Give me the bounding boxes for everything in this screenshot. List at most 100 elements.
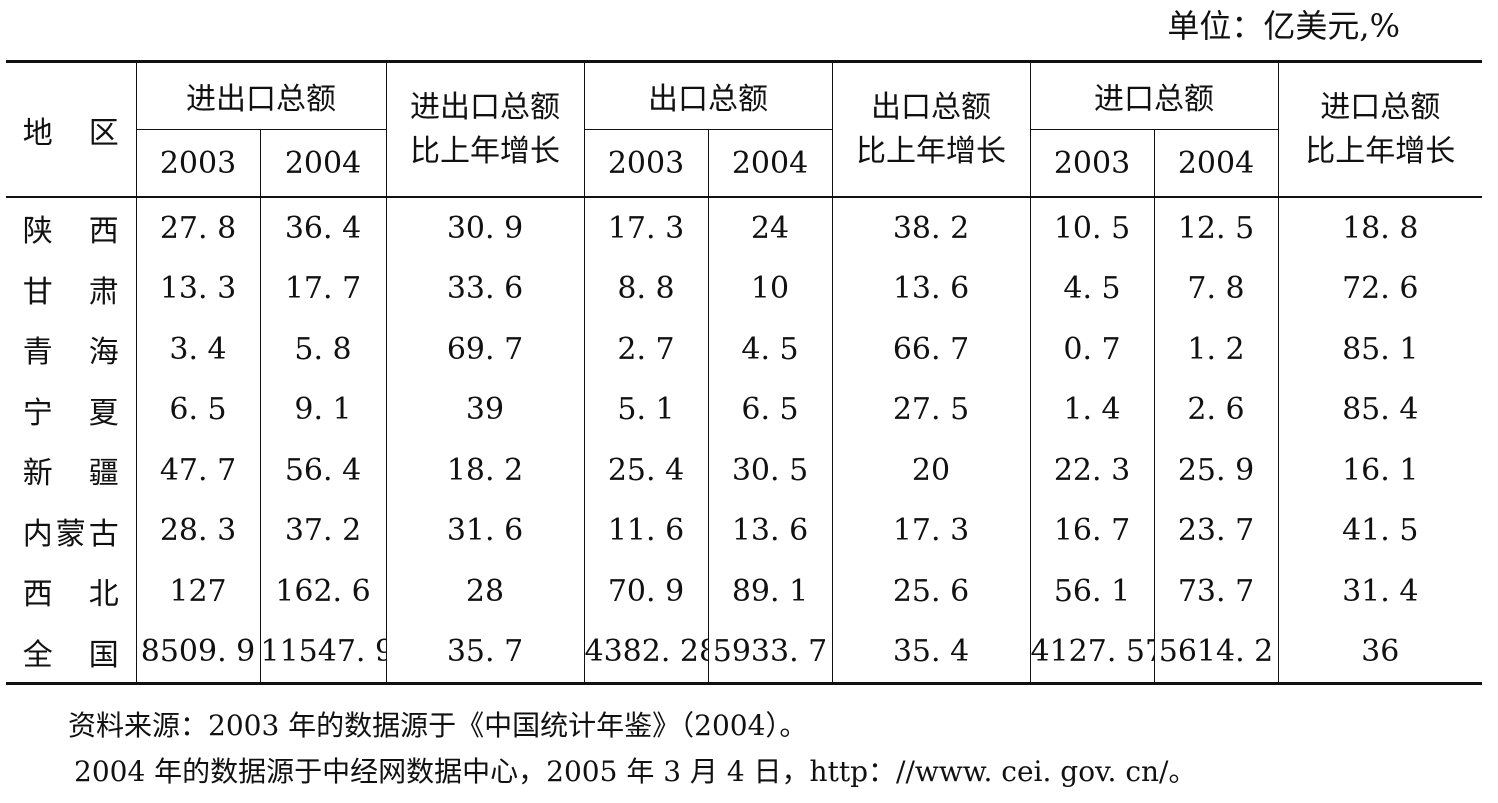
region-cell: 陕 西 (22, 214, 119, 250)
export-growth-cell: 38. 2 (831, 197, 1030, 259)
trade-2003-cell: 47. 7 (135, 440, 260, 501)
header-import-2003: 2003 (1029, 129, 1154, 198)
trade-2003-cell: 127 (135, 561, 260, 622)
table-row: 新 疆 47. 7 56. 4 18. 2 25. 4 30. 5 20 22.… (6, 440, 1482, 501)
export-2004-cell: 13. 6 (707, 500, 832, 561)
import-2003-cell: 4. 5 (1029, 258, 1154, 319)
header-export-2003: 2003 (583, 129, 708, 198)
header-import-2004: 2004 (1153, 129, 1278, 198)
import-2004-cell: 2. 6 (1153, 379, 1278, 440)
import-2003-cell: 0. 7 (1029, 319, 1154, 380)
region-cell: 甘 肃 (22, 274, 119, 310)
header-import: 进口总额 (1029, 60, 1278, 130)
import-growth-cell: 31. 4 (1277, 561, 1482, 622)
trade-growth-cell: 30. 9 (385, 197, 584, 259)
export-growth-cell: 20 (831, 440, 1030, 501)
region-cell: 新 疆 (22, 456, 119, 492)
import-2003-cell: 16. 7 (1029, 500, 1154, 561)
export-growth-cell: 66. 7 (831, 319, 1030, 380)
import-2004-cell: 23. 7 (1153, 500, 1278, 561)
header-trade-2003: 2003 (135, 129, 260, 198)
import-growth-cell: 85. 4 (1277, 379, 1482, 440)
trade-2003-cell: 6. 5 (135, 379, 260, 440)
export-2004-cell: 6. 5 (707, 379, 832, 440)
export-2003-cell: 11. 6 (583, 500, 708, 561)
import-2003-cell: 4127. 57 (1029, 621, 1154, 685)
import-growth-cell: 72. 6 (1277, 258, 1482, 319)
trade-2003-cell: 13. 3 (135, 258, 260, 319)
trade-2004-cell: 36. 4 (259, 197, 386, 259)
trade-growth-cell: 39 (385, 379, 584, 440)
import-2004-cell: 25. 9 (1153, 440, 1278, 501)
header-export-growth: 出口总额 比上年增长 (831, 60, 1030, 198)
trade-growth-cell: 33. 6 (385, 258, 584, 319)
region-cell: 内蒙古 (22, 516, 119, 552)
export-2003-cell: 25. 4 (583, 440, 708, 501)
trade-2003-cell: 28. 3 (135, 500, 260, 561)
table-row: 全 国 8509. 9 11547. 9 35. 7 4382. 28 5933… (6, 621, 1482, 685)
export-2004-cell: 10 (707, 258, 832, 319)
table-row: 内蒙古 28. 3 37. 2 31. 6 11. 6 13. 6 17. 3 … (6, 500, 1482, 561)
trade-2004-cell: 56. 4 (259, 440, 386, 501)
export-2004-cell: 4. 5 (707, 319, 832, 380)
export-growth-cell: 13. 6 (831, 258, 1030, 319)
source-note-line-2: 2004 年的数据源于中经网数据中心，2005 年 3 月 4 日，http：/… (74, 755, 1197, 788)
export-2003-cell: 2. 7 (583, 319, 708, 380)
trade-growth-cell: 31. 6 (385, 500, 584, 561)
export-growth-cell: 17. 3 (831, 500, 1030, 561)
header-total-trade: 进出口总额 (135, 60, 386, 130)
header-region: 地 区 (6, 60, 136, 198)
trade-table: 地 区 进出口总额 进出口总额 比上年增长 出口总额 出口总额 比上年增长 进口… (6, 60, 1482, 685)
table-row: 西 北 127 162. 6 28 70. 9 89. 1 25. 6 56. … (6, 561, 1482, 622)
trade-2004-cell: 5. 8 (259, 319, 386, 380)
table-row: 青 海 3. 4 5. 8 69. 7 2. 7 4. 5 66. 7 0. 7… (6, 319, 1482, 380)
export-2004-cell: 24 (707, 197, 832, 259)
trade-2003-cell: 3. 4 (135, 319, 260, 380)
trade-growth-cell: 18. 2 (385, 440, 584, 501)
region-cell: 宁 夏 (22, 395, 119, 431)
trade-2003-cell: 27. 8 (135, 197, 260, 259)
trade-growth-cell: 69. 7 (385, 319, 584, 380)
table-row: 陕 西 27. 8 36. 4 30. 9 17. 3 24 38. 2 10.… (6, 197, 1482, 259)
trade-2003-cell: 8509. 9 (135, 621, 260, 685)
export-2004-cell: 30. 5 (707, 440, 832, 501)
import-growth-cell: 41. 5 (1277, 500, 1482, 561)
table-row: 甘 肃 13. 3 17. 7 33. 6 8. 8 10 13. 6 4. 5… (6, 258, 1482, 319)
import-2003-cell: 10. 5 (1029, 197, 1154, 259)
import-2004-cell: 5614. 2 (1153, 621, 1278, 685)
export-2003-cell: 8. 8 (583, 258, 708, 319)
export-2003-cell: 4382. 28 (583, 621, 708, 685)
export-2003-cell: 17. 3 (583, 197, 708, 259)
header-export-2004: 2004 (707, 129, 832, 198)
import-2003-cell: 1. 4 (1029, 379, 1154, 440)
table-header: 地 区 进出口总额 进出口总额 比上年增长 出口总额 出口总额 比上年增长 进口… (6, 60, 1482, 198)
import-2004-cell: 7. 8 (1153, 258, 1278, 319)
trade-growth-cell: 28 (385, 561, 584, 622)
trade-2004-cell: 9. 1 (259, 379, 386, 440)
export-2004-cell: 89. 1 (707, 561, 832, 622)
trade-2004-cell: 17. 7 (259, 258, 386, 319)
export-growth-cell: 35. 4 (831, 621, 1030, 685)
header-total-trade-growth: 进出口总额 比上年增长 (385, 60, 584, 198)
trade-2004-cell: 11547. 9 (259, 621, 386, 685)
region-cell: 西 北 (22, 577, 119, 613)
source-note-line-1: 资料来源：2003 年的数据源于《中国统计年鉴》（2004）。 (68, 709, 808, 742)
trade-2004-cell: 162. 6 (259, 561, 386, 622)
table-body: 陕 西 27. 8 36. 4 30. 9 17. 3 24 38. 2 10.… (6, 197, 1482, 685)
trade-growth-cell: 35. 7 (385, 621, 584, 685)
header-trade-2004: 2004 (259, 129, 386, 198)
export-2003-cell: 70. 9 (583, 561, 708, 622)
header-export: 出口总额 (583, 60, 832, 130)
import-2004-cell: 1. 2 (1153, 319, 1278, 380)
region-cell: 青 海 (22, 335, 119, 371)
unit-label: 单位：亿美元,% (1167, 7, 1400, 45)
export-growth-cell: 25. 6 (831, 561, 1030, 622)
table-row: 宁 夏 6. 5 9. 1 39 5. 1 6. 5 27. 5 1. 4 2.… (6, 379, 1482, 440)
import-growth-cell: 18. 8 (1277, 197, 1482, 259)
region-cell: 全 国 (6, 621, 136, 685)
export-2004-cell: 5933. 7 (707, 621, 832, 685)
import-2003-cell: 22. 3 (1029, 440, 1154, 501)
import-2003-cell: 56. 1 (1029, 561, 1154, 622)
header-import-growth: 进口总额 比上年增长 (1277, 60, 1482, 198)
export-growth-cell: 27. 5 (831, 379, 1030, 440)
